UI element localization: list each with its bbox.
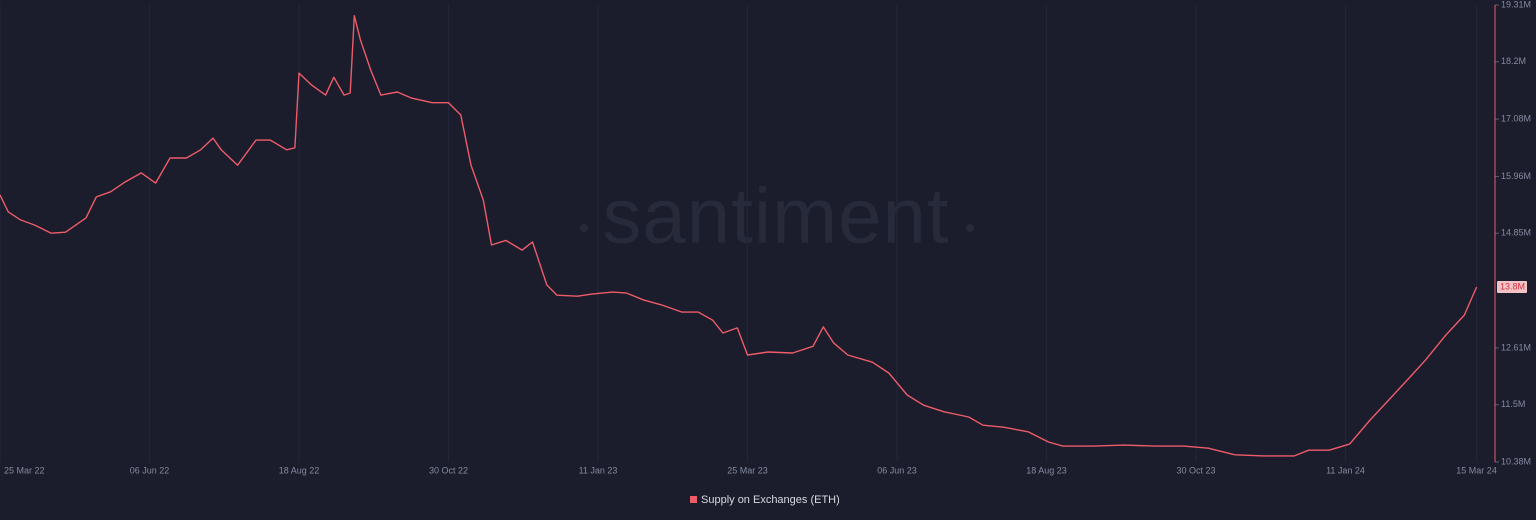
y-tick-label: 15.96M	[1501, 171, 1531, 181]
watermark: santiment	[602, 172, 949, 260]
y-tick-label: 10.38M	[1501, 456, 1531, 466]
y-tick-label: 17.08M	[1501, 113, 1531, 123]
x-tick-label: 11 Jan 24	[1326, 465, 1365, 475]
last-value-badge	[1497, 280, 1527, 293]
y-tick-label: 19.31M	[1501, 0, 1531, 9]
y-tick-label: 11.5M	[1501, 399, 1525, 409]
x-tick-label: 25 Mar 23	[727, 465, 768, 475]
legend-label: Supply on Exchanges (ETH)	[701, 494, 840, 506]
series-line	[0, 15, 1478, 457]
x-tick-label: 30 Oct 22	[429, 465, 468, 475]
y-tick-label: 12.61M	[1501, 342, 1531, 352]
x-tick-label: 25 Mar 22	[4, 465, 45, 475]
last-value-label: 13.8M	[1500, 281, 1525, 291]
watermark-dot	[966, 224, 974, 232]
x-tick-label: 18 Aug 22	[279, 465, 320, 475]
watermark-dot	[580, 224, 588, 232]
x-tick-label: 15 Mar 24	[1456, 465, 1497, 475]
y-tick-label: 18.2M	[1501, 56, 1526, 66]
x-tick-label: 18 Aug 23	[1026, 465, 1067, 475]
legend-swatch	[690, 496, 697, 503]
y-tick-label: 14.85M	[1501, 228, 1531, 238]
x-tick-label: 06 Jun 23	[877, 465, 917, 475]
x-tick-label: 11 Jan 23	[579, 465, 618, 475]
x-tick-label: 30 Oct 23	[1176, 465, 1215, 475]
x-tick-label: 06 Jun 22	[130, 465, 170, 475]
